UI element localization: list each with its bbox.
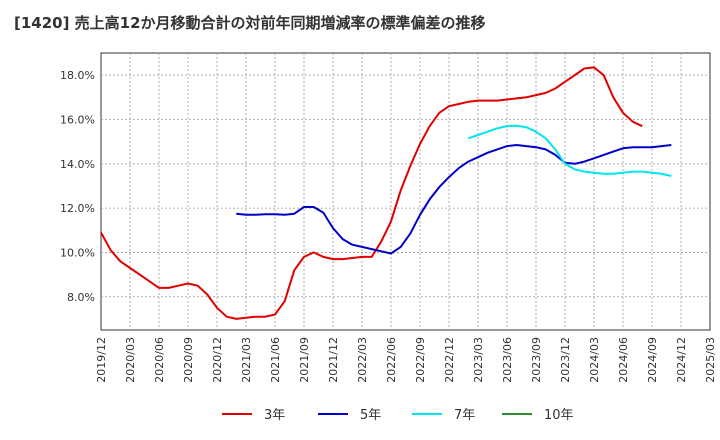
x-tick-label: 2024/09 bbox=[646, 337, 659, 383]
y-tick-label: 12.0% bbox=[60, 202, 95, 215]
x-tick-label: 2022/09 bbox=[414, 337, 427, 383]
x-tick-label: 2025/03 bbox=[704, 337, 717, 383]
x-tick-label: 2021/12 bbox=[327, 337, 340, 383]
x-tick-label: 2021/06 bbox=[269, 337, 282, 383]
chart-title: [1420] 売上高12か月移動合計の対前年同期増減率の標準偏差の推移 bbox=[14, 14, 486, 32]
y-tick-label: 16.0% bbox=[60, 113, 95, 126]
x-tick-label: 2020/03 bbox=[124, 337, 137, 383]
series-line-1 bbox=[236, 144, 672, 255]
x-tick-label: 2023/03 bbox=[472, 337, 485, 383]
legend-label: 7年 bbox=[454, 408, 475, 423]
y-tick-label: 10.0% bbox=[60, 246, 95, 259]
x-tick-label: 2022/12 bbox=[443, 337, 456, 383]
legend-label: 10年 bbox=[544, 408, 574, 423]
x-tick-label: 2023/09 bbox=[530, 337, 543, 383]
legend-label: 3年 bbox=[264, 408, 285, 423]
x-tick-label: 2020/09 bbox=[182, 337, 195, 383]
x-tick-label: 2023/12 bbox=[559, 337, 572, 383]
x-tick-label: 2024/03 bbox=[588, 337, 601, 383]
x-tick-label: 2022/06 bbox=[385, 337, 398, 383]
series-line-0 bbox=[100, 66, 643, 320]
x-tick-label: 2020/12 bbox=[211, 337, 224, 383]
x-tick-label: 2020/06 bbox=[153, 337, 166, 383]
y-tick-label: 8.0% bbox=[67, 291, 95, 304]
legend-label: 5年 bbox=[360, 408, 381, 423]
series-line-2 bbox=[467, 124, 672, 177]
y-tick-label: 14.0% bbox=[60, 158, 95, 171]
x-tick-label: 2021/09 bbox=[298, 337, 311, 383]
x-tick-label: 2019/12 bbox=[95, 337, 108, 383]
x-tick-label: 2024/12 bbox=[675, 337, 688, 383]
x-tick-label: 2021/03 bbox=[240, 337, 253, 383]
plot-area bbox=[100, 52, 711, 331]
x-tick-label: 2023/06 bbox=[501, 337, 514, 383]
x-tick-label: 2024/06 bbox=[617, 337, 630, 383]
x-tick-label: 2022/03 bbox=[356, 337, 369, 383]
y-tick-label: 18.0% bbox=[60, 69, 95, 82]
